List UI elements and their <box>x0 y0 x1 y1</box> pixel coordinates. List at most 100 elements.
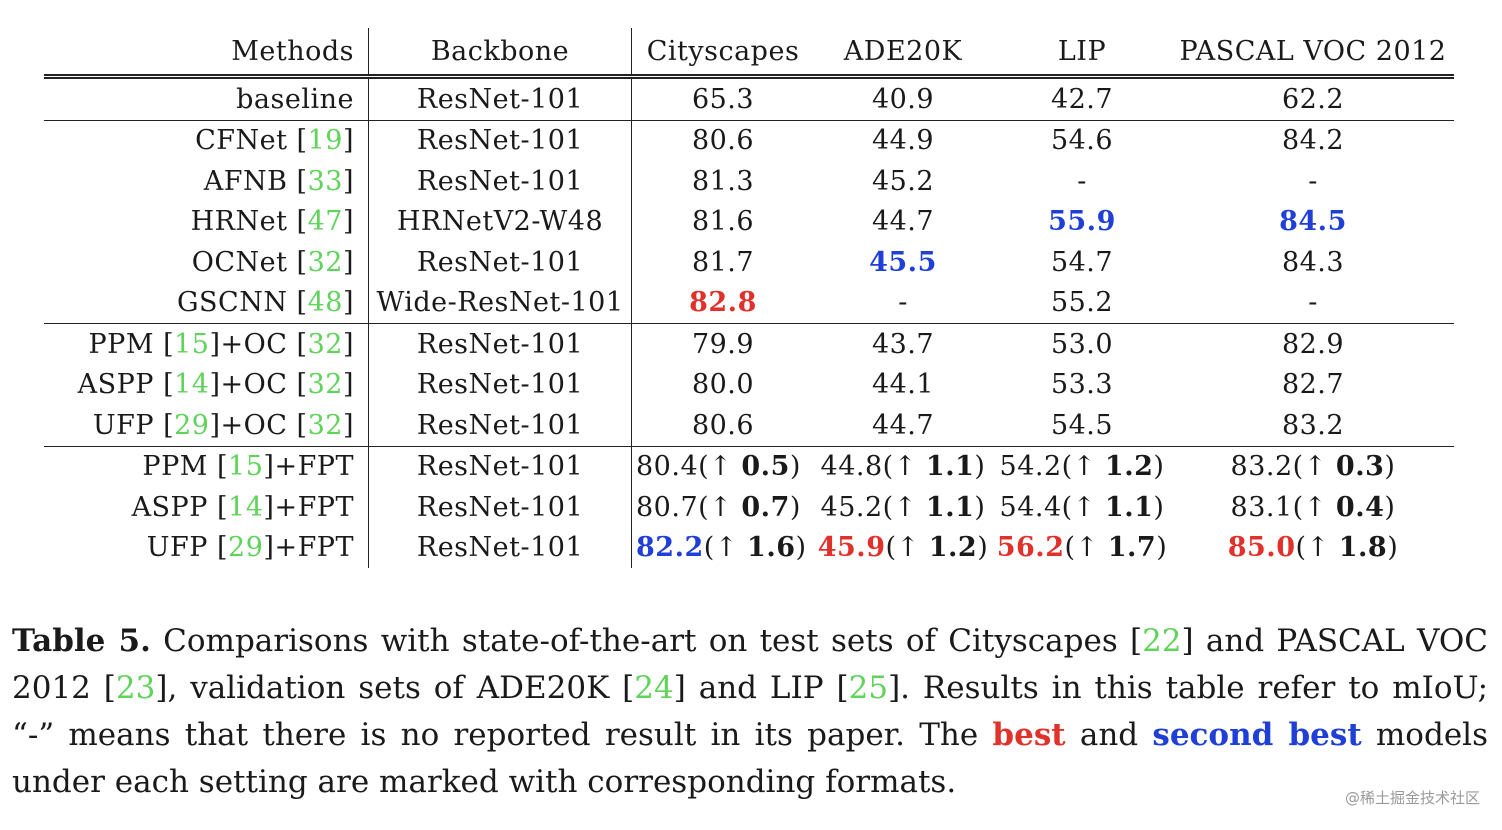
up-arrow-icon: ↑ <box>1306 532 1330 564</box>
backbone-cell: ResNet-101 <box>368 445 632 487</box>
table-row: PPM [15]+OC [32] ResNet-101 79.9 43.7 53… <box>44 323 1454 365</box>
backbone-cell: ResNet-101 <box>368 364 632 405</box>
method-name: UFP <box>146 532 208 564</box>
voc-cell: 84.2 <box>1172 119 1454 161</box>
voc-cell: 82.9 <box>1172 323 1454 365</box>
lip-cell: 53.0 <box>992 323 1172 365</box>
method-name: GSCNN <box>176 287 288 319</box>
citation-link[interactable]: 15 <box>228 451 264 483</box>
table-row: ASPP [14]+FPT ResNet-101 80.7(↑ 0.7) 45.… <box>44 487 1454 528</box>
lip-cell: 42.7 <box>992 74 1172 120</box>
ade20k-cell: 45.9(↑ 1.2) <box>817 532 989 564</box>
backbone-cell: ResNet-101 <box>368 405 632 446</box>
lip-cell: 53.3 <box>1050 369 1114 401</box>
backbone-cell: ResNet-101 <box>368 487 632 528</box>
method-name: PPM <box>88 328 154 360</box>
citation-link[interactable]: 15 <box>174 328 210 360</box>
citation-link[interactable]: 32 <box>307 328 343 360</box>
cityscapes-cell: 81.7 <box>691 246 755 278</box>
lip-cell: 54.6 <box>992 119 1172 161</box>
up-arrow-icon: ↑ <box>714 532 738 564</box>
method-cell: AFNB [33] <box>44 161 369 202</box>
caption-best-marker: best <box>992 717 1066 753</box>
citation-link[interactable]: 47 <box>307 206 343 238</box>
table-caption: Table 5. Comparisons with state-of-the-a… <box>12 623 1489 800</box>
ade20k-cell: 45.2 <box>871 165 935 197</box>
citation-link[interactable]: 32 <box>307 369 343 401</box>
ade20k-cell: 44.8(↑ 1.1) <box>814 445 992 487</box>
citation-link[interactable]: 32 <box>307 409 343 441</box>
cityscapes-cell: 80.6 <box>631 119 814 161</box>
backbone-cell: ResNet-101 <box>368 242 632 283</box>
voc-cell: 82.7 <box>1281 369 1345 401</box>
header-lip: LIP <box>1057 35 1107 67</box>
voc-cell: - <box>1308 287 1318 319</box>
cityscapes-cell: 65.3 <box>631 74 814 120</box>
method-name: UFP <box>92 409 154 441</box>
voc-cell: 85.0(↑ 1.8) <box>1227 532 1399 564</box>
citation-link[interactable]: 22 <box>1142 623 1182 659</box>
caption-second-best-marker: second best <box>1152 717 1362 753</box>
voc-cell: 83.2(↑ 0.3) <box>1172 445 1454 487</box>
header-methods: Methods <box>44 28 369 77</box>
method-cell: GSCNN [48] <box>44 282 369 324</box>
voc-cell: 83.1(↑ 0.4) <box>1230 491 1396 523</box>
method-cell: ASPP [14]+OC [32] <box>44 364 369 405</box>
up-arrow-icon: ↑ <box>893 451 917 483</box>
table-row: AFNB [33] ResNet-101 81.3 45.2 - - <box>44 161 1454 202</box>
citation-link[interactable]: 29 <box>228 532 264 564</box>
up-arrow-icon: ↑ <box>709 491 733 523</box>
ade20k-cell: 40.9 <box>814 74 992 120</box>
method-cell: CFNet [19] <box>44 119 369 161</box>
method-name: ASPP <box>131 491 208 523</box>
watermark: @稀土掘金技术社区 <box>1344 789 1480 807</box>
results-table-wrap: Methods Backbone Cityscapes ADE20K LIP P… <box>44 28 1454 568</box>
citation-link[interactable]: 29 <box>174 409 210 441</box>
method-cell: OCNet [32] <box>44 242 369 283</box>
header-row: Methods Backbone Cityscapes ADE20K LIP P… <box>44 28 1454 77</box>
ade20k-cell: 44.7 <box>871 206 935 238</box>
table-row: ASPP [14]+OC [32] ResNet-101 80.0 44.1 5… <box>44 364 1454 405</box>
header-backbone: Backbone <box>368 28 632 77</box>
backbone-cell: ResNet-101 <box>368 74 632 120</box>
lip-cell: 54.5 <box>1050 409 1114 441</box>
citation-link[interactable]: 32 <box>307 246 343 278</box>
caption-label: Table 5. <box>12 623 151 659</box>
ade20k-cell: 44.9 <box>814 119 992 161</box>
method-cell: PPM [15]+OC [32] <box>44 323 369 365</box>
table-row-baseline: baseline ResNet-101 65.3 40.9 42.7 62.2 <box>44 74 1454 120</box>
table-row: CFNet [19] ResNet-101 80.6 44.9 54.6 84.… <box>44 119 1454 161</box>
ade20k-cell: - <box>898 287 908 319</box>
up-arrow-icon: ↑ <box>896 532 920 564</box>
lip-cell: 54.7 <box>1050 246 1114 278</box>
cityscapes-cell: 79.9 <box>631 323 814 365</box>
method-name: AFNB <box>203 165 288 197</box>
table-row: GSCNN [48] Wide-ResNet-101 82.8 - 55.2 - <box>44 282 1454 324</box>
citation-link[interactable]: 19 <box>307 125 343 157</box>
backbone-cell: HRNetV2-W48 <box>368 201 632 242</box>
lip-cell: 56.2(↑ 1.7) <box>996 532 1168 564</box>
cityscapes-cell: 80.4(↑ 0.5) <box>631 445 814 487</box>
up-arrow-icon: ↑ <box>1303 491 1327 523</box>
citation-link[interactable]: 48 <box>307 287 343 319</box>
cityscapes-cell: 81.3 <box>691 165 755 197</box>
citation-link[interactable]: 24 <box>634 670 674 706</box>
voc-cell: 62.2 <box>1172 74 1454 120</box>
up-arrow-icon: ↑ <box>1075 532 1099 564</box>
voc-cell: 83.2 <box>1281 409 1345 441</box>
cityscapes-cell: 82.2(↑ 1.6) <box>636 532 807 564</box>
method-cell: baseline <box>44 74 369 120</box>
citation-link[interactable]: 23 <box>115 670 156 706</box>
table-row: UFP [29]+OC [32] ResNet-101 80.6 44.7 54… <box>44 405 1454 446</box>
table-row: HRNet [47] HRNetV2-W48 81.6 44.7 55.9 84… <box>44 201 1454 242</box>
citation-link[interactable]: 25 <box>848 670 889 706</box>
method-name: PPM <box>142 451 208 483</box>
ade20k-cell: 44.7 <box>871 409 935 441</box>
citation-link[interactable]: 14 <box>174 369 210 401</box>
voc-cell: - <box>1308 165 1318 197</box>
citation-link[interactable]: 14 <box>228 491 264 523</box>
citation-link[interactable]: 33 <box>307 165 343 197</box>
header-voc: PASCAL VOC 2012 <box>1179 35 1447 67</box>
method-cell: UFP [29]+OC [32] <box>44 405 369 446</box>
lip-cell: - <box>1077 165 1087 197</box>
